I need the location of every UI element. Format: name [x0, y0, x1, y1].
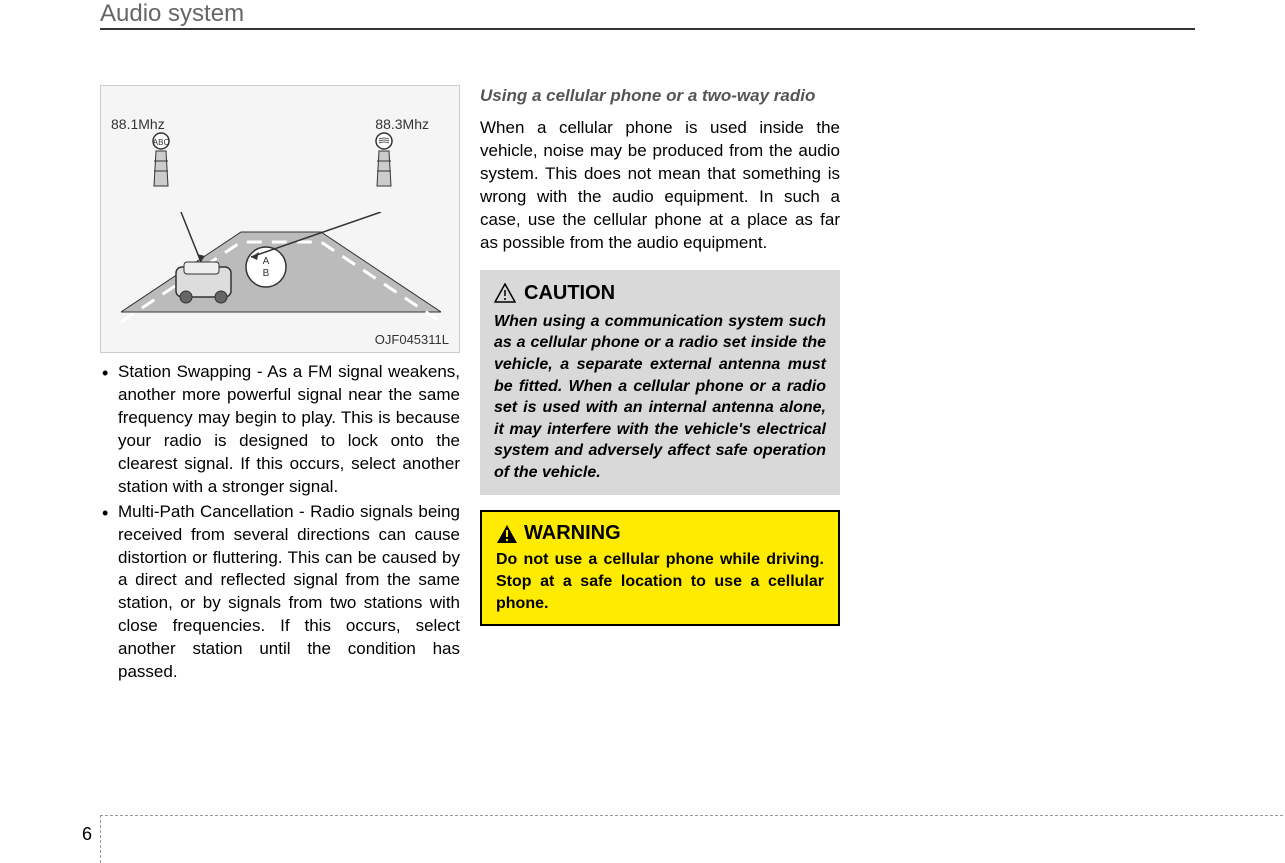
radio-tower-icon-1: ABC — [146, 131, 176, 191]
footer-dashed-line-horizontal — [100, 815, 1283, 816]
bullet-list: Station Swapping - As a FM signal weaken… — [100, 361, 460, 684]
radio-tower-icon-2 — [369, 131, 399, 191]
caution-heading: CAUTION — [494, 282, 826, 305]
section-header: Audio system — [100, 0, 244, 28]
column-left: 88.1Mhz 88.3Mhz ABC — [100, 85, 460, 686]
illustration-diagram: 88.1Mhz 88.3Mhz ABC — [100, 85, 460, 353]
column-right: Using a cellular phone or a two-way radi… — [480, 85, 840, 686]
frequency-label-2: 88.3Mhz — [375, 116, 429, 132]
svg-text:ABC: ABC — [153, 138, 170, 147]
warning-box: WARNING Do not use a cellular phone whil… — [480, 510, 840, 626]
warning-heading: WARNING — [496, 522, 824, 545]
svg-text:B: B — [263, 268, 270, 279]
content-area: 88.1Mhz 88.3Mhz ABC — [100, 85, 840, 686]
caution-label: CAUTION — [524, 282, 615, 305]
svg-text:A: A — [263, 256, 270, 267]
warning-triangle-icon — [496, 524, 518, 544]
page-number: 6 — [82, 824, 92, 845]
header-rule — [100, 28, 1195, 30]
list-item: Multi-Path Cancellation - Radio signals … — [100, 501, 460, 685]
caution-triangle-icon — [494, 283, 516, 303]
body-paragraph: When a cellular phone is used inside the… — [480, 117, 840, 255]
section-heading: Using a cellular phone or a two-way radi… — [480, 85, 840, 107]
frequency-label-1: 88.1Mhz — [111, 116, 165, 132]
warning-label: WARNING — [524, 522, 621, 545]
warning-text: Do not use a cellular phone while drivin… — [496, 549, 824, 614]
footer-dashed-line-vertical — [100, 815, 101, 863]
illustration-code: OJF045311L — [375, 332, 449, 347]
caution-box: CAUTION When using a communication syste… — [480, 270, 840, 496]
caution-text: When using a communication system such a… — [494, 311, 826, 484]
list-item: Station Swapping - As a FM signal weaken… — [100, 361, 460, 499]
road-car-icon: A B — [121, 212, 441, 332]
